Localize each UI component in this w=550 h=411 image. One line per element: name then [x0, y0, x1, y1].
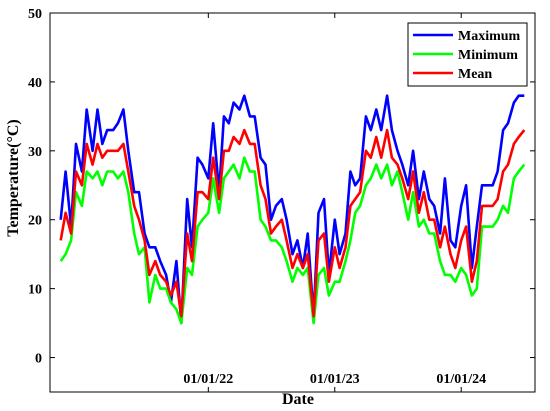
y-tick-label: 40: [28, 76, 42, 91]
x-axis-label: Date: [282, 391, 314, 408]
y-axis-label: Temperature(°C): [5, 119, 22, 236]
y-tick-label: 30: [28, 145, 42, 160]
x-tick-label: 01/01/22: [183, 372, 233, 387]
y-tick-label: 10: [28, 283, 42, 298]
legend: Maximum Minimum Mean: [407, 22, 528, 87]
y-tick-label: 0: [35, 352, 42, 367]
series-line-minimum: [59, 156, 526, 325]
axes-layer: 0 10 20 30 40 50 01/01/22 01/01/23 01/01/24: [28, 7, 536, 393]
legend-label-maximum: Maximum: [458, 29, 521, 44]
x-tick-label: 01/01/23: [310, 372, 360, 387]
legend-label-mean: Mean: [458, 67, 492, 82]
y-tick-label: 50: [28, 7, 42, 22]
x-tick-label: 01/01/24: [436, 372, 486, 387]
series-line-maximum: [59, 94, 525, 325]
y-tick-label: 20: [28, 214, 42, 229]
legend-label-minimum: Minimum: [458, 48, 518, 63]
plot-frame: [49, 12, 536, 393]
series-line-mean: [59, 128, 526, 318]
series-layer: [59, 94, 526, 325]
